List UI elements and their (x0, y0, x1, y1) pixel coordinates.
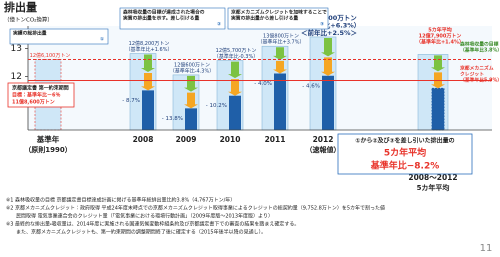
x-tick-label: 2008 (133, 135, 154, 144)
total-label: 12億5,700万トン (216, 47, 257, 54)
total-label: （基準年比+1.6%） (126, 46, 173, 53)
footnote: 民間取得 電気事業連合会のクレジット量（「電気事業における環境行動計画」（200… (6, 213, 273, 220)
target-text: 11億8,600万トン (12, 99, 55, 106)
callout-text: ③ (320, 22, 324, 28)
callout-text: 実績の総排出量 (13, 30, 47, 37)
reduction-label: - 4.0% (254, 81, 272, 87)
footnote: また、京都メカニズムクレジットも、第一約束期間の調整期間終了後に確定する（201… (6, 229, 266, 236)
summary-lead: ①から②及び③を差し引いた排出量の (355, 137, 454, 145)
net-bar (322, 75, 334, 130)
forest-arrow (321, 37, 335, 57)
net-bar (142, 90, 154, 130)
total-label: （基準年比-0.3%） (214, 53, 259, 60)
target-text: 京都議定書 第一約束期間 (12, 85, 69, 92)
total-label: 12億6,100万トン (30, 52, 71, 59)
x-tick-note: （原則1990） (24, 145, 71, 154)
net-bar (185, 108, 197, 130)
reduction-label: - 13.8% (162, 116, 183, 122)
net-bar (274, 73, 286, 130)
net-bar (431, 87, 445, 131)
total-label: （基準年比+6.3%） (298, 20, 360, 29)
total-label: 12億600万トン (174, 61, 210, 68)
callout-box (119, 7, 226, 30)
forest-arrow (184, 75, 198, 92)
total-label: 5カ年平均 (428, 27, 451, 34)
credit-arrow (273, 60, 287, 74)
callout-text: ① (100, 37, 104, 43)
x-tick-label: 基準年 (36, 134, 60, 144)
total-label: （基準年比+3.7%） (258, 39, 305, 46)
y-tick-label: 13 (11, 44, 22, 54)
x-tick-label: 2009 (176, 135, 197, 144)
callout-text: 森林吸収量の目標が達成された場合の (123, 9, 205, 16)
credit-arrow (228, 79, 242, 96)
x-tick-label: 2012 (313, 135, 334, 144)
reduction-label: - 8.7% (122, 98, 140, 104)
reduction-label: - 4.6% (302, 83, 320, 89)
summary-result: 基準年比−8.2% (370, 160, 440, 172)
total-label: 12億7,900万トン (419, 33, 462, 40)
footnote: ※1 森林吸収量の目標 京都議定書目標達成計画に掲げる基準年総排出量比約3.8%… (6, 197, 235, 204)
callout-box (9, 28, 109, 45)
unit: （億トンCO₂換算） (4, 16, 53, 24)
x-tick-note: 5カ年平均 (417, 183, 450, 192)
callout-text: ② (217, 22, 221, 28)
total-label: （基準年比+1.4%） (416, 39, 464, 46)
footnote: ※3 最終的な排出量・吸収量は、2014年度に実施される国連気候変動枠組条約及び… (6, 221, 299, 228)
side-label: 森林吸収量の目標 (460, 41, 499, 48)
net-bar (229, 95, 241, 130)
credit-arrow (184, 92, 198, 109)
callout-text: 実質の排出量から差し引ける量 (231, 15, 298, 22)
callout-box (227, 7, 329, 30)
x-tick-label: 2008～2012 (408, 173, 457, 182)
total-label: ＜前年比+2.5%＞ (301, 28, 357, 37)
credit-arrow (321, 57, 335, 76)
y-tick-label: 12 (11, 72, 22, 82)
x-tick-note: （速報値） (306, 145, 341, 154)
footnote: ※2 京都メカニズムクレジット：政府取得 平成24年度末時点での京都メカニズムク… (6, 205, 385, 212)
side-label: クレジット (460, 71, 484, 78)
forest-arrow (273, 47, 287, 60)
total-label: 12億8,200万トン (129, 40, 170, 47)
side-label: （基準年比3.8%） (460, 47, 500, 54)
title: 排出量 (4, 0, 37, 14)
side-label: 京都メカニズム (460, 65, 494, 72)
side-label: （基準年比5.9%） (460, 77, 500, 84)
total-label: 13億4,100万トン (301, 13, 357, 22)
credit-arrow (141, 72, 155, 91)
forest-arrow (228, 61, 242, 79)
reduction-label: - 10.2% (206, 103, 227, 109)
page-number: 11 (480, 243, 493, 254)
target-box (7, 82, 75, 108)
x-tick-label: 2010 (220, 135, 241, 144)
x-tick-label: 2011 (265, 135, 286, 144)
target-text: 目標：基準年比－6％ (12, 92, 60, 99)
callout-text: 実質の排出量を示す。差し引ける量 (123, 15, 199, 22)
total-label: （基準年比-4.3%） (170, 67, 215, 74)
summary-box (337, 133, 473, 175)
total-label: 13億800万トン (263, 33, 299, 40)
forest-arrow (141, 54, 155, 72)
callout-text: 京都メカニズムクレジットを加味することで (231, 9, 327, 16)
summary-period: 5カ年平均 (384, 147, 426, 159)
